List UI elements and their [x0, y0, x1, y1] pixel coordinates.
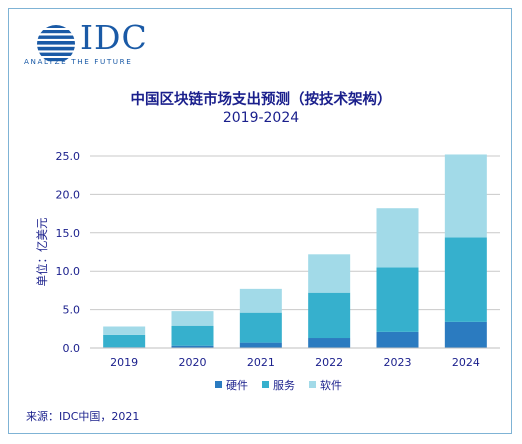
chart-title: 中国区块链市场支出预测（按技术架构）: [130, 92, 392, 108]
bar-software-2019: [103, 326, 146, 335]
bar-software-2022: [308, 254, 351, 293]
y-tick-label: 25.0: [56, 150, 81, 163]
bar-services-2020: [171, 325, 214, 346]
chart-frame: [8, 8, 512, 434]
bar-services-2019: [103, 334, 146, 348]
bar-hardware-2021: [239, 342, 282, 348]
legend-label: 硬件: [226, 379, 248, 392]
idc-logo: [22, 24, 142, 72]
bar-software-2020: [171, 311, 214, 326]
x-tick-label: 2019: [110, 356, 138, 369]
bar-hardware-2023: [376, 331, 419, 348]
legend-label: 服务: [273, 379, 295, 392]
y-tick-label: 10.0: [56, 265, 81, 278]
x-tick-label: 2022: [315, 356, 343, 369]
x-tick-label: 2020: [179, 356, 207, 369]
y-tick-label: 0.0: [63, 342, 81, 355]
bar-services-2024: [444, 237, 487, 322]
y-tick-label: 5.0: [63, 304, 81, 317]
y-axis-label: 单位：亿美元: [35, 217, 49, 286]
bar-services-2022: [308, 292, 351, 339]
logo-wordmark: IDC: [80, 18, 148, 57]
x-tick-label: 2023: [384, 356, 412, 369]
bar-software-2021: [239, 288, 282, 313]
y-tick-label: 15.0: [56, 227, 81, 240]
source-note: 来源：IDC中国，2021: [26, 410, 140, 423]
chart-subtitle: 2019-2024: [222, 110, 300, 126]
x-tick-label: 2024: [452, 356, 480, 369]
bar-hardware-2022: [308, 338, 351, 348]
bar-software-2024: [444, 154, 487, 238]
bar-services-2023: [376, 267, 419, 332]
bar-hardware-2020: [171, 345, 214, 348]
x-tick-label: 2021: [247, 356, 275, 369]
legend-swatch-0: [215, 381, 222, 388]
bar-hardware-2024: [444, 321, 487, 348]
legend-swatch-1: [262, 381, 269, 388]
legend-swatch-2: [309, 381, 316, 388]
globe-icon: [37, 25, 75, 62]
y-tick-label: 20.0: [56, 188, 81, 201]
bar-software-2023: [376, 208, 419, 268]
bar-services-2021: [239, 312, 282, 343]
logo-tagline: ANALYZE THE FUTURE: [24, 57, 133, 66]
legend-label: 软件: [320, 378, 342, 392]
